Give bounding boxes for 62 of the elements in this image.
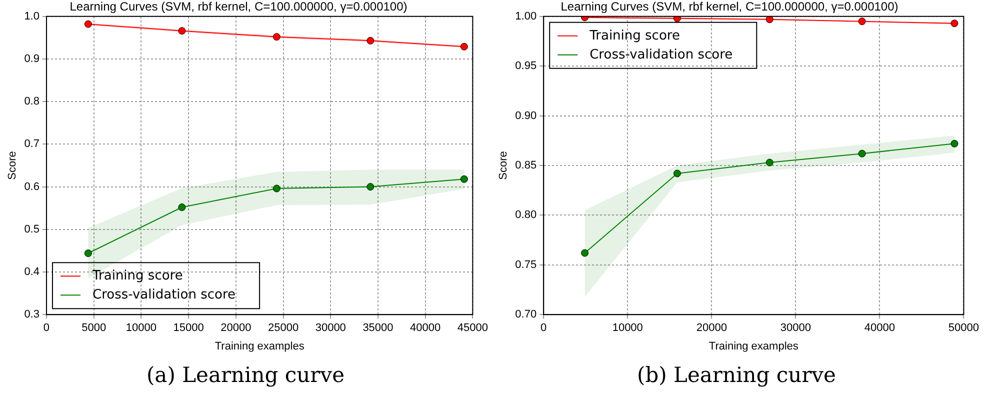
- text: (b) Learning curve: [636, 363, 837, 387]
- x-axis-title: Training examples: [214, 340, 305, 352]
- y-tick-label: 0.7: [24, 138, 40, 150]
- y-tick-label: 0.4: [24, 266, 40, 278]
- y-tick-label: 0.80: [515, 209, 537, 222]
- legend-label: Training score: [588, 28, 680, 44]
- point: [673, 16, 681, 22]
- x-tick-label: 10000: [612, 322, 643, 334]
- x-tick-label: 0: [43, 322, 50, 334]
- y-tick-label: 0.9: [24, 53, 40, 66]
- point: [581, 249, 589, 257]
- x-tick-label: 0: [540, 322, 547, 334]
- point: [272, 184, 280, 192]
- y-tick-label: 0.95: [515, 60, 537, 72]
- y-tick-label: 1.00: [515, 10, 537, 22]
- chart-title: Learning Curves (SVM, rbf kernel, C=100.000000, γ=0.000100): [70, 0, 408, 14]
- point: [460, 42, 468, 50]
- x-tick-label: 40000: [864, 322, 895, 334]
- point: [178, 204, 186, 211]
- point: [673, 170, 681, 178]
- y-tick-label: 0.8: [24, 96, 40, 108]
- legend-label: Training score: [91, 268, 183, 284]
- x-tick-label: 15000: [173, 322, 204, 334]
- legend-label: Cross-validation score: [590, 47, 733, 62]
- x-tick-label: 25000: [268, 322, 299, 334]
- x-tick-label: 10000: [126, 322, 157, 334]
- x-tick-label: 20000: [220, 322, 252, 334]
- point: [84, 20, 92, 28]
- x-tick-label: 20000: [696, 322, 727, 334]
- chart-title: Learning Curves (SVM, rbf kernel, C=100.000000, γ=0.000100): [560, 0, 898, 14]
- y-axis-title: Score: [6, 151, 19, 180]
- point: [766, 158, 774, 166]
- y-axis-title: Score: [498, 151, 510, 180]
- x-tick-label: 30000: [780, 322, 811, 334]
- y-tick-label: 0.75: [515, 258, 537, 271]
- y-tick-label: 0.6: [24, 180, 40, 193]
- point: [366, 36, 374, 44]
- x-tick-label: 30000: [315, 322, 346, 334]
- point: [460, 175, 468, 183]
- text: (a) Learning curve: [145, 363, 346, 387]
- point: [272, 33, 280, 41]
- legend-label: Cross-validation score: [92, 287, 236, 302]
- point: [858, 18, 866, 26]
- point: [366, 183, 374, 191]
- y-tick-label: 0.5: [24, 223, 40, 236]
- x-tick-label: 5000: [82, 322, 106, 334]
- y-tick-label: 0.3: [24, 308, 40, 321]
- y-tick-label: 0.70: [515, 308, 537, 321]
- point: [858, 150, 866, 158]
- y-tick-label: 1.0: [24, 10, 40, 22]
- x-tick-label: 50000: [948, 322, 980, 334]
- point: [950, 140, 958, 148]
- point: [84, 250, 92, 258]
- x-tick-label: 35000: [362, 322, 394, 334]
- point: [178, 27, 186, 35]
- x-axis-title: Training examples: [708, 340, 799, 352]
- y-tick-label: 0.90: [515, 110, 537, 122]
- point: [950, 20, 958, 28]
- point: [766, 16, 774, 24]
- x-tick-label: 40000: [410, 322, 441, 334]
- x-tick-label: 45000: [457, 322, 488, 334]
- y-tick-label: 0.85: [515, 160, 537, 172]
